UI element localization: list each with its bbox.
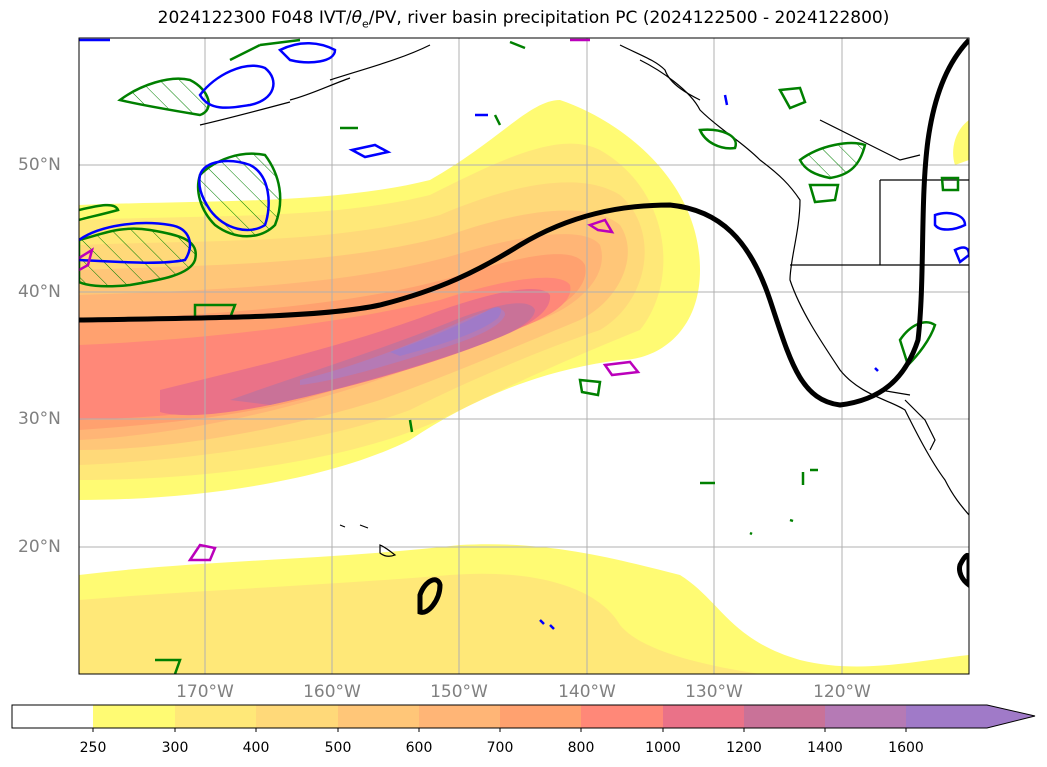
colorbar-tick-label: 600 [405,740,433,756]
precip-contours [79,38,641,562]
ridge-contours [79,38,969,615]
colorbar-tick-label: 700 [486,740,514,756]
lon-label: 150°W [430,682,488,702]
colorbar [11,704,1036,732]
map-frame [78,37,970,675]
map-title: 2024122300 F048 IVT/θe/PV, river basin p… [157,8,890,31]
colorbar-tick-label: 1400 [807,740,843,756]
lat-label: 50°N [18,155,61,175]
colorbar-tick-label: 400 [242,740,270,756]
colorbar-tick-label: 250 [79,740,107,756]
lon-label: 130°W [685,682,743,702]
colorbar-tick-label: 1200 [726,740,762,756]
lon-label: 120°W [813,682,871,702]
colorbar-tick-label: 1000 [645,740,681,756]
pv-contours [79,38,969,630]
theta-e-contours [79,38,960,674]
lat-label: 20°N [18,537,61,557]
lat-label: 30°N [18,409,61,429]
lon-label: 160°W [303,682,361,702]
colorbar-tick-label: 1600 [888,740,924,756]
lat-label: 40°N [18,282,61,302]
coastlines [199,44,969,557]
colorbar-tick-label: 300 [161,740,189,756]
colorbar-tick-label: 500 [324,740,352,756]
lon-label: 140°W [558,682,616,702]
lon-label: 170°W [176,682,234,702]
colorbar-tick-label: 800 [567,740,595,756]
